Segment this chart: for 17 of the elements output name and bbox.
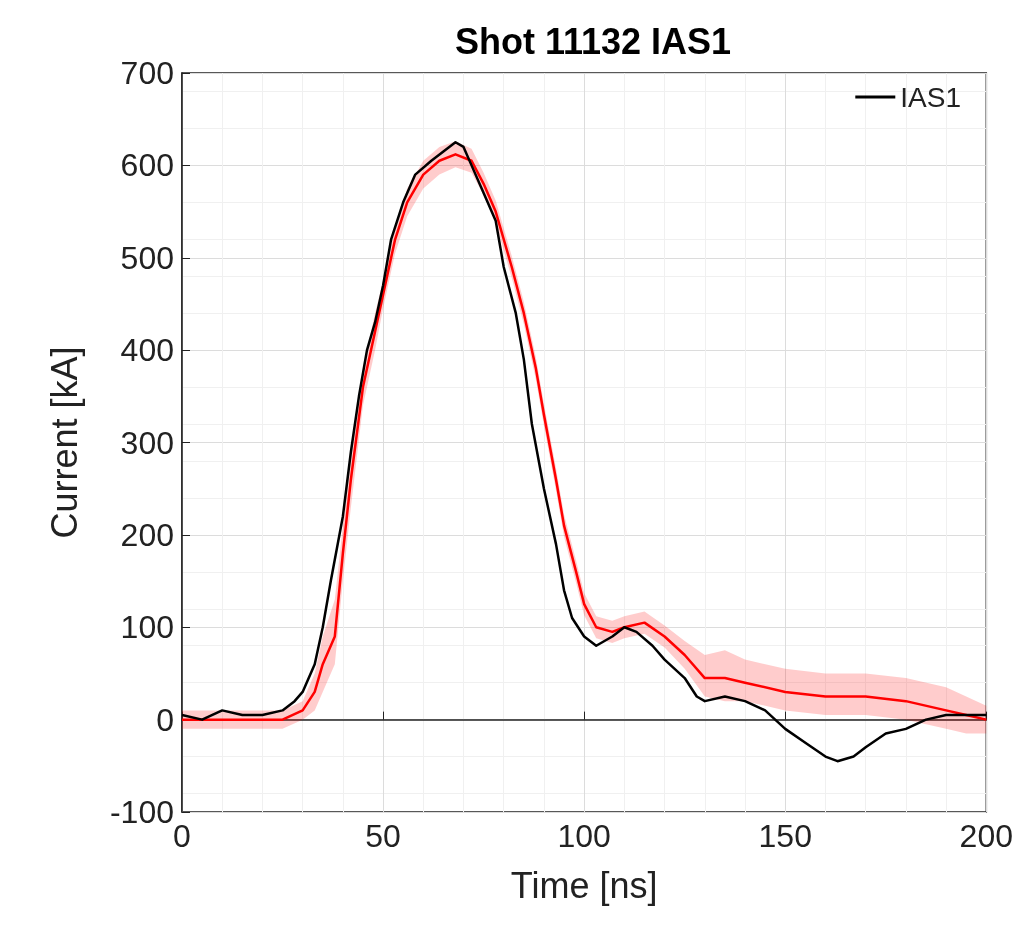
y-tick-label: 300: [120, 424, 174, 461]
y-tick-label: 500: [120, 239, 174, 276]
x-tick-label: 150: [758, 818, 812, 854]
x-tick-label: 200: [959, 818, 1013, 854]
chart-title: Shot 11132 IAS1: [454, 20, 732, 62]
y-tick-label: 400: [120, 332, 174, 369]
y-tick-label: -100: [109, 794, 174, 830]
y-tick-label: 200: [120, 516, 174, 553]
y-tick-label: 600: [120, 147, 174, 184]
y-tick-label: 0: [156, 701, 174, 738]
y-axis-title: Current [kA]: [43, 346, 85, 539]
y-tick-label: 100: [120, 609, 174, 646]
y-tick-label: 700: [120, 55, 174, 91]
x-axis-title: Time [ns]: [510, 864, 658, 906]
x-tick-label: 100: [557, 818, 611, 854]
legend-label: IAS1: [900, 81, 961, 113]
x-tick-label: 50: [365, 818, 401, 854]
